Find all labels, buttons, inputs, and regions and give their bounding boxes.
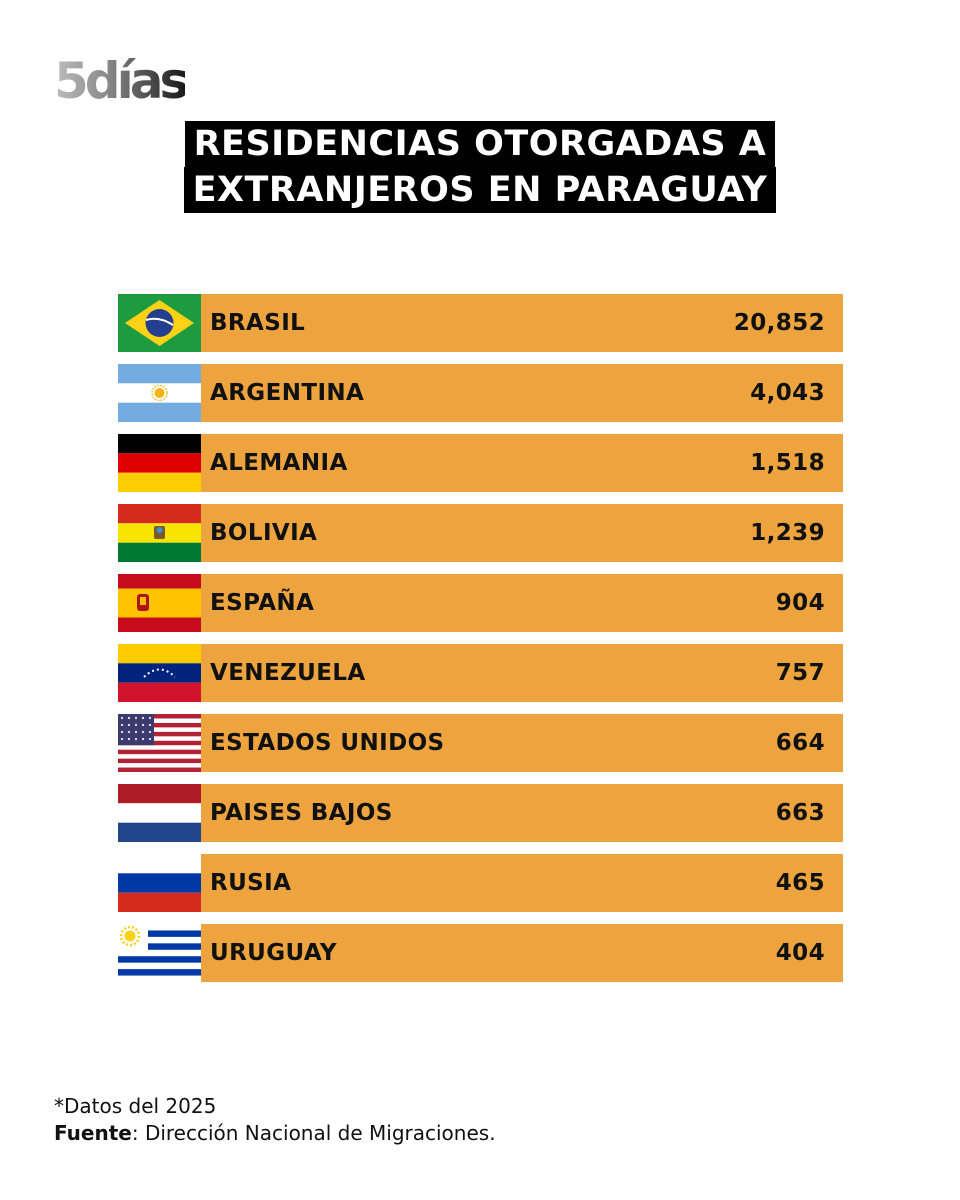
data-bar: RUSIA 465	[201, 854, 843, 912]
spain-flag-icon	[118, 574, 201, 632]
brand-logo: 5días	[54, 52, 189, 110]
data-bar: BOLIVIA 1,239	[201, 504, 843, 562]
brazil-flag-icon	[118, 294, 201, 352]
value-label: 664	[775, 730, 825, 756]
uruguay-flag-icon	[118, 924, 201, 982]
data-bar: PAISES BAJOS 663	[201, 784, 843, 842]
value-label: 1,518	[750, 450, 825, 476]
country-label: ESPAÑA	[210, 590, 315, 616]
country-label: ALEMANIA	[210, 450, 348, 476]
data-bar: ESPAÑA 904	[201, 574, 843, 632]
title-line-1: RESIDENCIAS OTORGADAS A	[184, 121, 776, 167]
usa-flag-icon	[118, 714, 201, 772]
netherlands-flag-icon	[118, 784, 201, 842]
title-line-2: EXTRANJEROS EN PARAGUAY	[183, 167, 777, 213]
value-label: 465	[775, 870, 825, 896]
value-label: 404	[775, 940, 825, 966]
table-row: BOLIVIA 1,239	[118, 504, 843, 562]
table-row: URUGUAY 404	[118, 924, 843, 982]
bolivia-flag-icon	[118, 504, 201, 562]
country-label: BRASIL	[210, 310, 306, 336]
country-label: ESTADOS UNIDOS	[210, 730, 445, 756]
data-bar: URUGUAY 404	[201, 924, 843, 982]
page-title: RESIDENCIAS OTORGADAS A EXTRANJEROS EN P…	[0, 121, 960, 213]
data-bar: ARGENTINA 4,043	[201, 364, 843, 422]
table-row: VENEZUELA 757	[118, 644, 843, 702]
venezuela-flag-icon	[118, 644, 201, 702]
table-row: ESPAÑA 904	[118, 574, 843, 632]
value-label: 20,852	[733, 310, 825, 336]
footer: *Datos del 2025 Fuente: Dirección Nacion…	[54, 1093, 496, 1147]
data-table: BRASIL 20,852 ARGENTINA 4,043 ALEMANIA 1,518 B…	[118, 294, 843, 994]
data-bar: BRASIL 20,852	[201, 294, 843, 352]
value-label: 757	[775, 660, 825, 686]
source-line: Fuente: Dirección Nacional de Migracione…	[54, 1120, 496, 1147]
country-label: ARGENTINA	[210, 380, 365, 406]
value-label: 1,239	[750, 520, 825, 546]
country-label: PAISES BAJOS	[210, 800, 393, 826]
source-text: : Dirección Nacional de Migraciones.	[131, 1121, 496, 1145]
data-note: *Datos del 2025	[54, 1094, 217, 1118]
value-label: 904	[775, 590, 825, 616]
country-label: BOLIVIA	[210, 520, 318, 546]
table-row: BRASIL 20,852	[118, 294, 843, 352]
country-label: URUGUAY	[210, 940, 337, 966]
value-label: 663	[775, 800, 825, 826]
logo-text: 5días	[54, 52, 189, 110]
table-row: ALEMANIA 1,518	[118, 434, 843, 492]
argentina-flag-icon	[118, 364, 201, 422]
table-row: PAISES BAJOS 663	[118, 784, 843, 842]
country-label: RUSIA	[210, 870, 292, 896]
table-row: ESTADOS UNIDOS 664	[118, 714, 843, 772]
data-bar: ESTADOS UNIDOS 664	[201, 714, 843, 772]
table-row: ARGENTINA 4,043	[118, 364, 843, 422]
germany-flag-icon	[118, 434, 201, 492]
country-label: VENEZUELA	[210, 660, 366, 686]
russia-flag-icon	[118, 854, 201, 912]
source-label: Fuente	[54, 1121, 132, 1145]
table-row: RUSIA 465	[118, 854, 843, 912]
data-bar: VENEZUELA 757	[201, 644, 843, 702]
value-label: 4,043	[750, 380, 825, 406]
data-bar: ALEMANIA 1,518	[201, 434, 843, 492]
